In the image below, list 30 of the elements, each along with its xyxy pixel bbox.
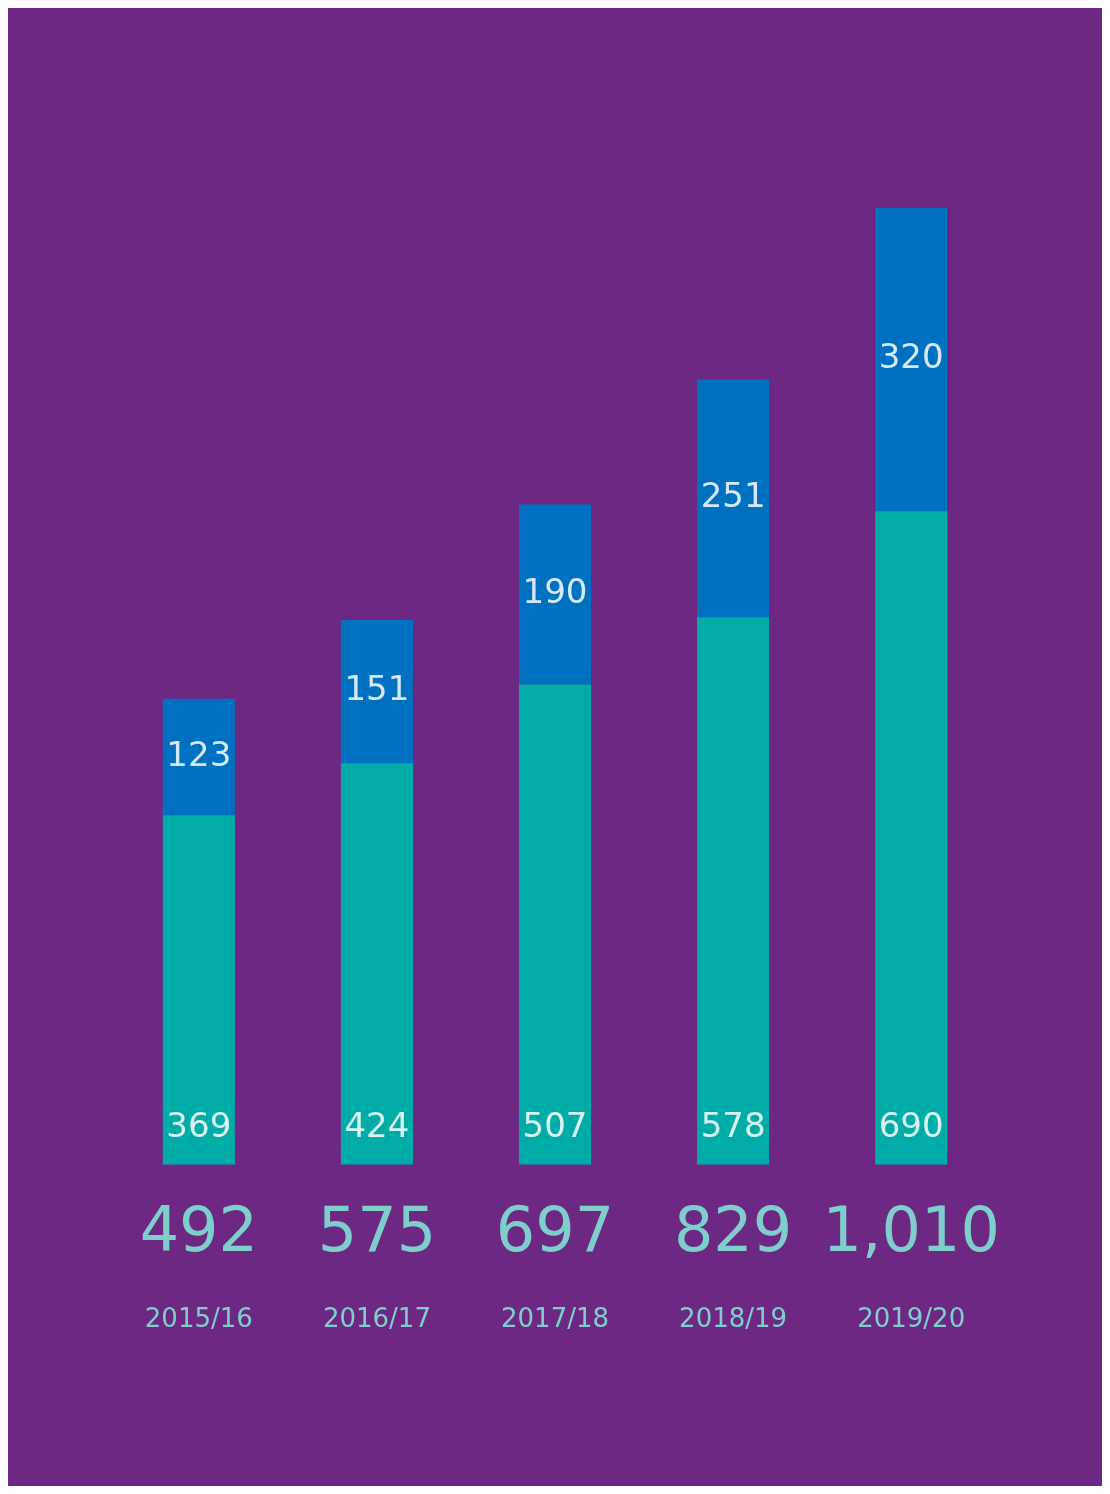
data-label: 578	[700, 1104, 766, 1145]
data-label: 369	[166, 1104, 232, 1145]
total-label: 697	[495, 1192, 615, 1266]
total-label: 829	[673, 1192, 793, 1266]
total-label: 575	[317, 1192, 437, 1266]
data-label: 690	[878, 1104, 944, 1145]
total-label: 492	[139, 1192, 258, 1266]
data-label: 151	[344, 668, 410, 709]
bar	[340, 620, 413, 764]
x-tick-label: 2019/20	[857, 1303, 966, 1334]
x-tick-label: 2017/18	[500, 1303, 610, 1334]
bar	[875, 207, 948, 512]
data-label: 424	[344, 1104, 410, 1145]
data-label: 190	[522, 571, 588, 612]
bar	[518, 684, 592, 1165]
total-label: 1,010	[822, 1192, 1000, 1266]
bar	[697, 379, 770, 618]
bar	[697, 617, 770, 1165]
bar	[875, 511, 948, 1165]
x-tick-label: 2016/17	[322, 1303, 431, 1334]
bar	[518, 504, 592, 685]
bar	[340, 763, 413, 1165]
data-label: 320	[878, 336, 944, 377]
data-label: 251	[700, 475, 766, 516]
x-tick-label: 2015/16	[144, 1303, 253, 1334]
data-label: 507	[522, 1104, 588, 1145]
x-tick-label: 2018/19	[679, 1303, 788, 1334]
bar	[162, 815, 235, 1165]
bar	[162, 698, 235, 816]
data-label: 123	[166, 733, 232, 774]
